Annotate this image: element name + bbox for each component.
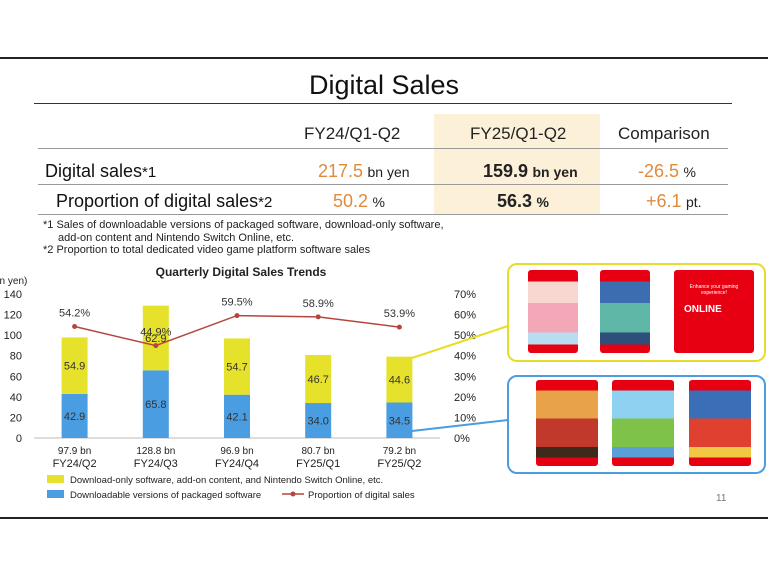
bar-download-only bbox=[142, 305, 169, 371]
digital-sales-fy24: 217.5 bn yen bbox=[318, 161, 410, 181]
digital-sales-comparison: -26.5 % bbox=[638, 161, 696, 181]
proportion-fy25: 56.3 % bbox=[497, 191, 549, 211]
proportion-point bbox=[396, 324, 402, 330]
bar-value-download-only: 54.9 bbox=[64, 361, 85, 373]
kirby-box-art bbox=[528, 270, 578, 353]
bar-packaged-download bbox=[305, 403, 332, 438]
bar-download-only bbox=[61, 337, 88, 394]
quarterly-digital-sales-chart: Quarterly Digital Sales Trends on yen) 0… bbox=[0, 265, 476, 501]
proportion-label: 44.9% bbox=[140, 327, 171, 339]
bar-packaged-download bbox=[61, 393, 88, 438]
proportion-label: 59.5% bbox=[221, 297, 252, 309]
nso-logo: ONLINE bbox=[684, 304, 722, 315]
paper-mario-box-art bbox=[536, 380, 598, 466]
bar-value-packaged: 34.5 bbox=[389, 415, 410, 427]
bar-packaged-download bbox=[386, 402, 413, 438]
y-tick-label: 80 bbox=[10, 351, 22, 363]
page-title: Digital Sales bbox=[308, 70, 460, 100]
bar-download-only bbox=[386, 356, 413, 403]
proportion-label: 53.9% bbox=[384, 308, 415, 320]
bar-total-label: 96.9 bn bbox=[220, 446, 253, 457]
digital-sales-fy25: 159.9 bn yen bbox=[483, 161, 578, 181]
bar-download-only bbox=[224, 338, 250, 395]
row-label-digital-sales: Digital sales*1 bbox=[45, 161, 157, 181]
y-tick-label: 20 bbox=[10, 412, 22, 424]
x-tick-label: FY25/Q2 bbox=[377, 458, 421, 470]
nintendo-switch-online-card: Enhance your gaming experience! ONLINE bbox=[674, 270, 754, 353]
bar-download-only bbox=[305, 354, 332, 404]
chart-title: Quarterly Digital Sales Trends bbox=[156, 265, 327, 279]
fy25-highlight-column bbox=[434, 114, 600, 214]
y-tick-label: 120 bbox=[4, 310, 22, 322]
proportion-label: 58.9% bbox=[303, 298, 334, 310]
y2-tick-label: 40% bbox=[454, 351, 476, 363]
header-fy25: FY25/Q1-Q2 bbox=[470, 124, 567, 143]
y2-tick-label: 60% bbox=[454, 310, 476, 322]
mario-kart-box-art bbox=[689, 380, 751, 466]
bar-value-download-only: 62.9 bbox=[145, 333, 166, 345]
legend-swatch-packaged bbox=[47, 490, 64, 498]
x-tick-label: FY25/Q1 bbox=[296, 458, 340, 470]
bar-value-download-only: 44.6 bbox=[389, 375, 410, 387]
row-label-proportion: Proportion of digital sales*2 bbox=[56, 191, 273, 211]
y2-tick-label: 10% bbox=[454, 412, 476, 424]
proportion-point bbox=[72, 324, 78, 330]
y2-tick-label: 50% bbox=[454, 330, 476, 342]
bar-packaged-download bbox=[224, 394, 250, 438]
bar-value-packaged: 34.0 bbox=[307, 416, 328, 428]
header-comparison: Comparison bbox=[618, 124, 710, 143]
y-tick-label: 0 bbox=[16, 433, 22, 445]
y-tick-label: 100 bbox=[4, 330, 22, 342]
nso-tagline: Enhance your gaming experience! bbox=[689, 284, 739, 296]
legend-label-packaged: Downloadable versions of packaged softwa… bbox=[70, 490, 261, 501]
zelda-box-art bbox=[612, 380, 674, 466]
header-fy24: FY24/Q1-Q2 bbox=[304, 124, 401, 143]
x-tick-label: FY24/Q2 bbox=[53, 458, 97, 470]
footnote-1-cont: add-on content and Nintendo Switch Onlin… bbox=[58, 232, 295, 244]
proportion-comparison: +6.1 pt. bbox=[646, 191, 702, 211]
bar-value-packaged: 65.8 bbox=[145, 399, 166, 411]
y2-tick-label: 20% bbox=[454, 392, 476, 404]
top-rule bbox=[0, 57, 768, 59]
bar-total-label: 79.2 bn bbox=[383, 446, 416, 457]
proportion-point bbox=[153, 343, 159, 349]
blue-product-group bbox=[507, 375, 766, 474]
footnote-1: *1 Sales of downloadable versions of pac… bbox=[43, 219, 444, 231]
proportion-point bbox=[315, 314, 321, 320]
yellow-product-group bbox=[507, 263, 766, 362]
bar-total-label: 97.9 bn bbox=[58, 446, 91, 457]
y2-tick-label: 0% bbox=[454, 433, 470, 445]
proportion-fy24: 50.2 % bbox=[333, 191, 385, 211]
table-rule-1 bbox=[38, 148, 728, 149]
y2-tick-label: 70% bbox=[454, 289, 476, 301]
legend-marker-proportion bbox=[290, 491, 296, 497]
table-rule-2 bbox=[38, 184, 728, 185]
bar-packaged-download bbox=[142, 370, 169, 438]
bar-value-packaged: 42.1 bbox=[226, 411, 247, 423]
legend-label-proportion: Proportion of digital sales bbox=[308, 490, 415, 501]
x-tick-label: FY24/Q3 bbox=[134, 458, 178, 470]
bar-value-download-only: 46.7 bbox=[307, 374, 328, 386]
bar-total-label: 128.8 bn bbox=[136, 446, 175, 457]
y-tick-label: 60 bbox=[10, 371, 22, 383]
legend-label-download-only: Download-only software, add-on content, … bbox=[70, 475, 383, 486]
y2-tick-label: 30% bbox=[454, 371, 476, 383]
proportion-point bbox=[234, 313, 240, 319]
footnote-2: *2 Proportion to total dedicated video g… bbox=[43, 244, 371, 256]
y-axis-label: on yen) bbox=[0, 276, 27, 287]
bar-total-label: 80.7 bn bbox=[302, 446, 335, 457]
proportion-label: 54.2% bbox=[59, 308, 90, 320]
bottom-rule bbox=[0, 517, 768, 519]
title-underline bbox=[34, 103, 732, 104]
pokemon-box-art bbox=[600, 270, 650, 353]
y-tick-label: 40 bbox=[10, 392, 22, 404]
y-tick-label: 140 bbox=[4, 289, 22, 301]
table-rule-3 bbox=[38, 214, 728, 215]
bar-value-download-only: 54.7 bbox=[226, 362, 247, 374]
page-number: 11 bbox=[716, 493, 727, 504]
legend-swatch-download-only bbox=[47, 475, 64, 483]
x-tick-label: FY24/Q4 bbox=[215, 458, 259, 470]
bar-value-packaged: 42.9 bbox=[64, 411, 85, 423]
